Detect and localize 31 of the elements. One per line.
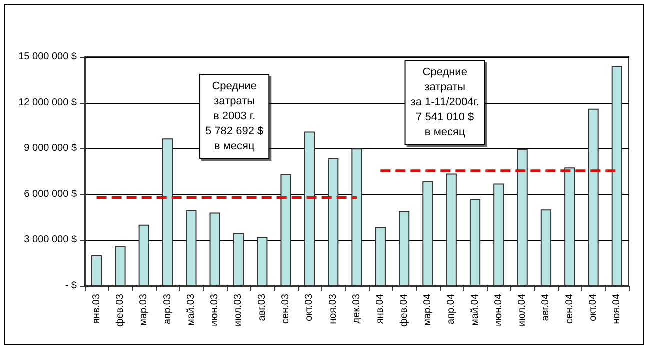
x-tick-label: июл.04 bbox=[517, 294, 528, 327]
y-tick-label: - $ bbox=[65, 280, 78, 292]
x-tick-label: окт.04 bbox=[588, 294, 600, 322]
x-tick-label: июн.03 bbox=[210, 294, 221, 327]
x-tick-label: июл.03 bbox=[233, 294, 244, 327]
x-tick-label: авг.03 bbox=[256, 294, 268, 322]
x-tick-label: май.03 bbox=[186, 294, 197, 326]
y-tick-label: 6 000 000 $ bbox=[24, 188, 78, 200]
x-tick-label: янв.04 bbox=[375, 294, 386, 324]
x-tick-label: фев.03 bbox=[114, 294, 126, 328]
annotation: Средние затраты за 1-11/2004г. 7 541 010 $ в месяц bbox=[410, 66, 480, 138]
x-tick-label: фев.04 bbox=[398, 294, 410, 328]
annotation: Средние затраты в 2003 г. 5 782 692 $ в месяц bbox=[206, 80, 264, 152]
y-tick-label: 15 000 000 $ bbox=[18, 52, 78, 62]
x-tick-label: апр.04 bbox=[446, 294, 458, 324]
x-tick-label: ноя.04 bbox=[612, 294, 623, 324]
y-tick-label: 12 000 000 $ bbox=[18, 97, 78, 108]
y-tick-label: 9 000 000 $ bbox=[24, 143, 78, 154]
x-tick-label: мар.03 bbox=[138, 294, 150, 326]
x-tick-label: янв.03 bbox=[91, 294, 102, 324]
x-tick-label: дек.03 bbox=[352, 294, 362, 324]
x-tick-label: июн.04 bbox=[493, 294, 504, 327]
x-tick-label: апр.03 bbox=[162, 294, 174, 324]
x-tick-label: сен.03 bbox=[280, 294, 292, 324]
x-tick-label: май.04 bbox=[470, 294, 481, 326]
x-tick-label: ноя.03 bbox=[328, 294, 339, 324]
x-tick-label: авг.04 bbox=[540, 294, 552, 322]
x-tick-label: мар.04 bbox=[422, 294, 434, 326]
y-tick-label: 3 000 000 $ bbox=[24, 234, 78, 246]
x-tick-label: окт.03 bbox=[304, 294, 316, 322]
x-tick-label: сен.04 bbox=[564, 294, 576, 324]
